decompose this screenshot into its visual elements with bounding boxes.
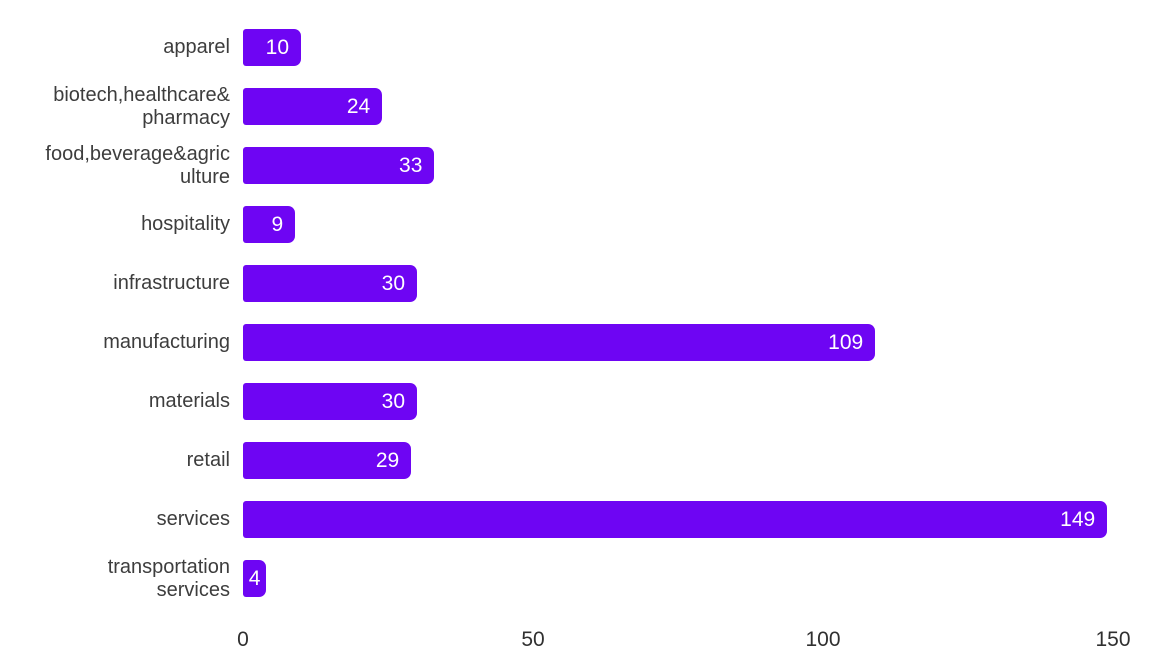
chart-row: food,beverage&agric ulture 33 — [0, 143, 1170, 188]
x-axis: 0 50 100 150 — [237, 628, 1130, 658]
category-label: manufacturing — [103, 331, 230, 353]
category-label: transportation services — [107, 555, 230, 601]
bar: 10 — [243, 29, 301, 66]
category-label: biotech,healthcare& pharmacy — [53, 83, 230, 129]
category-label: infrastructure — [113, 272, 230, 294]
category-label: retail — [186, 449, 230, 471]
value-label: 4 — [248, 567, 261, 590]
bar: 24 — [243, 88, 383, 125]
bar: 149 — [243, 501, 1108, 538]
category-label: hospitality — [141, 213, 230, 235]
chart-row: services 149 — [0, 501, 1170, 538]
value-label: 33 — [399, 154, 423, 177]
value-label: 10 — [265, 36, 289, 59]
bar: 30 — [243, 265, 417, 302]
x-axis-tick-label: 100 — [805, 628, 841, 651]
chart-row: infrastructure 30 — [0, 265, 1170, 302]
value-label: 29 — [375, 449, 400, 472]
bar: 30 — [243, 383, 417, 420]
x-axis-tick-label: 150 — [1095, 628, 1131, 651]
value-label: 30 — [381, 390, 405, 413]
value-label: 9 — [271, 213, 284, 236]
category-label: materials — [148, 390, 230, 412]
value-label: 24 — [346, 95, 371, 118]
x-axis-tick-label: 0 — [237, 628, 249, 651]
chart-row: retail 29 — [0, 442, 1170, 479]
category-label: food,beverage&agric ulture — [45, 142, 230, 188]
chart-row: manufacturing 109 — [0, 324, 1170, 361]
value-label: 149 — [1060, 508, 1096, 531]
bar: 29 — [243, 442, 412, 479]
x-axis-tick-label: 50 — [521, 628, 545, 651]
category-label: services — [156, 508, 230, 530]
category-label: apparel — [163, 36, 230, 58]
value-label: 109 — [828, 331, 864, 354]
value-label: 30 — [381, 272, 405, 295]
chart-row: biotech,healthcare& pharmacy 24 — [0, 84, 1170, 129]
bar: 33 — [243, 147, 435, 184]
bar: 4 — [243, 560, 267, 597]
bar: 9 — [243, 206, 296, 243]
chart-row: apparel 10 — [0, 29, 1170, 66]
chart-row: materials 30 — [0, 383, 1170, 420]
chart-row: hospitality 9 — [0, 206, 1170, 243]
bar: 109 — [243, 324, 876, 361]
chart-row: transportation services 4 — [0, 556, 1170, 601]
